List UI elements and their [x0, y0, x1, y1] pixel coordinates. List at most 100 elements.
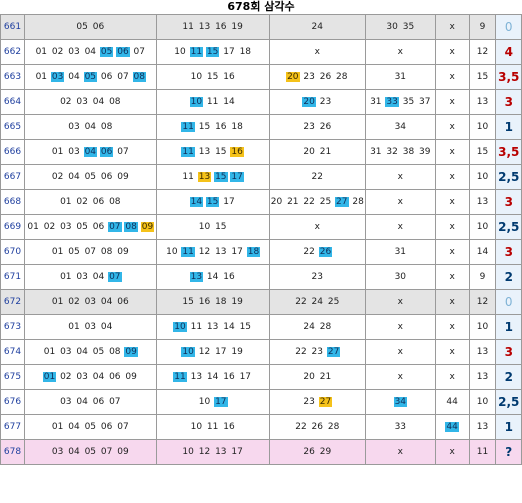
- number: 15: [182, 297, 194, 307]
- highlighted-number: 11: [189, 47, 204, 57]
- number: 07: [84, 247, 97, 257]
- number: 20: [303, 372, 315, 382]
- highlighted-number: 10: [173, 322, 187, 332]
- highlighted-number: 10: [189, 97, 204, 107]
- numbers-1-9-cell: 01 05 07 08 09: [24, 239, 157, 265]
- numbers-10-19-cell: 14 15 17: [155, 189, 270, 215]
- number: 04: [76, 347, 88, 357]
- result-value: 3: [495, 89, 522, 115]
- number: x: [449, 297, 455, 307]
- number: 04: [84, 47, 97, 57]
- numbers-30-39-cell: 34: [364, 389, 436, 415]
- number: x: [449, 97, 455, 107]
- result-value: 3: [495, 339, 522, 365]
- number: x: [449, 47, 455, 57]
- numbers-30-39-cell: 31: [364, 64, 436, 90]
- count-cell: 10: [468, 214, 497, 240]
- table-row: 665 03 04 08 11 15 16 18 23 26 34 x 10 1: [0, 114, 522, 140]
- number: 08: [109, 197, 121, 207]
- round-number: 669: [0, 214, 26, 240]
- numbers-30-39-cell: 30 35: [364, 14, 436, 40]
- number: 04: [92, 272, 105, 282]
- result-value: 2,5: [495, 389, 522, 415]
- table-row: 666 01 03 04 06 07 11 13 15 16 20 21 31 32 3…: [0, 139, 522, 165]
- count-cell: 14: [468, 239, 497, 265]
- number: 05: [84, 422, 97, 432]
- highlighted-number: 15: [214, 172, 228, 182]
- result-value: 2,5: [495, 164, 522, 190]
- result-value: 4: [495, 39, 522, 65]
- numbers-10-19-cell: 11 13 16 19: [155, 14, 270, 40]
- number: 11: [182, 172, 194, 182]
- number: 03: [51, 447, 64, 457]
- number: 10: [166, 247, 178, 257]
- number: 10: [198, 222, 211, 232]
- number: 02: [68, 297, 80, 307]
- table-row: 678 03 04 05 07 09 10 12 13 17 26 29 x x 11?: [0, 439, 522, 465]
- numbers-30-39-cell: x: [364, 214, 436, 240]
- numbers-30-39-cell: x: [364, 439, 436, 465]
- count-cell: 13: [468, 364, 497, 390]
- result-value: 3,5: [495, 139, 522, 165]
- result-value: 3: [495, 189, 522, 215]
- result-value: 2: [495, 264, 522, 290]
- number: 38: [402, 147, 415, 157]
- number: 10: [198, 397, 211, 407]
- number: 18: [215, 297, 227, 307]
- number: 16: [215, 122, 227, 132]
- number: 02: [51, 172, 64, 182]
- number: 08: [109, 97, 121, 107]
- count-cell: 15: [468, 139, 497, 165]
- highlighted-number: 03: [50, 72, 65, 82]
- numbers-10-19-cell: 11 15 16 18: [155, 114, 270, 140]
- numbers-30-39-cell: 34: [364, 114, 436, 140]
- numbers-30-39-cell: x: [364, 364, 436, 390]
- number: 22: [295, 422, 307, 432]
- number: x: [449, 347, 455, 357]
- number: 20: [303, 147, 315, 157]
- number: 26: [319, 72, 332, 82]
- number: 04: [84, 122, 97, 132]
- numbers-10-19-cell: 10 17: [155, 389, 270, 415]
- number: 17: [223, 197, 235, 207]
- numbers-40-45-cell: x: [434, 214, 470, 240]
- round-number: 662: [0, 39, 26, 65]
- number: 05: [84, 172, 97, 182]
- number: 15: [476, 147, 489, 157]
- number: x: [397, 172, 403, 182]
- highlighted-number: 11: [181, 147, 195, 157]
- number: 12: [476, 297, 489, 307]
- numbers-10-19-cell: 10 11 13 14 15: [155, 314, 270, 340]
- number: 22: [303, 197, 315, 207]
- number: 05: [68, 247, 80, 257]
- highlighted-number: 06: [99, 147, 114, 157]
- number: 21: [319, 147, 332, 157]
- count-cell: 13: [468, 414, 497, 440]
- number: 19: [231, 22, 243, 32]
- number: 01: [51, 147, 64, 157]
- number: 01: [68, 322, 80, 332]
- numbers-10-19-cell: 10 11 14: [155, 89, 270, 115]
- round-number: 672: [0, 289, 26, 315]
- number: 18: [231, 122, 243, 132]
- number: 08: [100, 122, 113, 132]
- number: 06: [92, 222, 105, 232]
- number: 09: [117, 447, 129, 457]
- number: 17: [231, 247, 243, 257]
- numbers-20-29-cell: 22: [268, 164, 366, 190]
- number: 13: [476, 347, 489, 357]
- numbers-30-39-cell: 30: [364, 264, 436, 290]
- result-value: 3,5: [495, 64, 522, 90]
- number: 02: [60, 372, 72, 382]
- numbers-1-9-cell: 01 03 04 07: [24, 264, 157, 290]
- numbers-40-45-cell: x: [434, 189, 470, 215]
- number: 03: [84, 322, 97, 332]
- highlighted-number: 17: [230, 172, 244, 182]
- highlighted-number: 27: [318, 397, 333, 407]
- number: 23: [303, 397, 315, 407]
- number: 06: [92, 397, 105, 407]
- number: 9: [479, 22, 486, 32]
- numbers-10-19-cell: 15 16 18 19: [155, 289, 270, 315]
- round-number: 666: [0, 139, 26, 165]
- numbers-10-19-cell: 11 13 15 16: [155, 139, 270, 165]
